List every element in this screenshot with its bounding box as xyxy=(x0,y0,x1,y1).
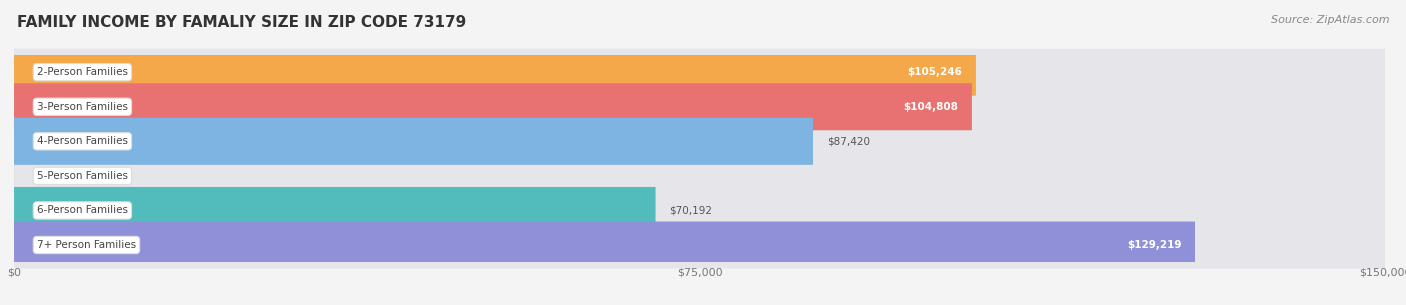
Text: 6-Person Families: 6-Person Families xyxy=(37,206,128,215)
Text: FAMILY INCOME BY FAMALIY SIZE IN ZIP CODE 73179: FAMILY INCOME BY FAMALIY SIZE IN ZIP COD… xyxy=(17,15,467,30)
Text: $129,219: $129,219 xyxy=(1126,240,1181,250)
FancyBboxPatch shape xyxy=(14,152,1385,199)
FancyBboxPatch shape xyxy=(14,118,813,165)
Text: 3-Person Families: 3-Person Families xyxy=(37,102,128,112)
Text: $87,420: $87,420 xyxy=(827,136,870,146)
Text: 7+ Person Families: 7+ Person Families xyxy=(37,240,136,250)
FancyBboxPatch shape xyxy=(14,49,1385,96)
Text: $104,808: $104,808 xyxy=(903,102,959,112)
Text: 2-Person Families: 2-Person Families xyxy=(37,67,128,77)
FancyBboxPatch shape xyxy=(14,187,1385,234)
Text: 5-Person Families: 5-Person Families xyxy=(37,171,128,181)
FancyBboxPatch shape xyxy=(14,221,1195,268)
Text: Source: ZipAtlas.com: Source: ZipAtlas.com xyxy=(1271,15,1389,25)
FancyBboxPatch shape xyxy=(14,49,976,96)
Text: 4-Person Families: 4-Person Families xyxy=(37,136,128,146)
FancyBboxPatch shape xyxy=(14,118,1385,165)
FancyBboxPatch shape xyxy=(14,187,655,234)
FancyBboxPatch shape xyxy=(14,83,972,130)
FancyBboxPatch shape xyxy=(14,83,1385,130)
Text: $70,192: $70,192 xyxy=(669,206,713,215)
Text: $105,246: $105,246 xyxy=(907,67,962,77)
Text: $0: $0 xyxy=(98,171,112,181)
FancyBboxPatch shape xyxy=(14,221,1385,268)
